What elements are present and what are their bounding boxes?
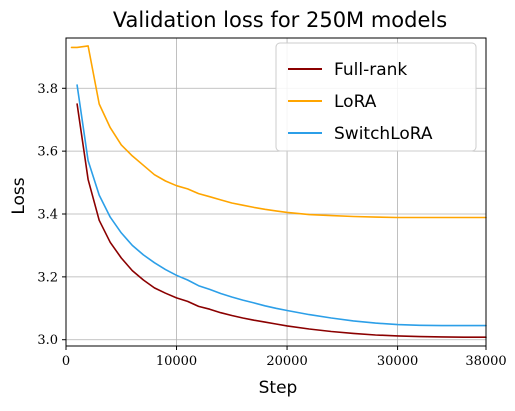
y-axis-ticks: 3.0 3.2 3.4 3.6 3.8 [37,82,66,348]
y-tick-label: 3.8 [37,82,58,97]
x-tick-label: 30000 [377,354,418,369]
legend-label-full-rank: Full-rank [334,60,407,80]
series-line-switchlora [76,84,487,327]
legend: Full-rank LoRA SwitchLoRA [275,42,477,152]
series-line-full-rank [76,103,487,339]
chart-title: Validation loss for 250M models [113,8,447,32]
legend-box [275,42,477,152]
series-lines [70,45,487,339]
plot-frame [65,37,487,347]
x-tick-label: 0 [62,354,70,369]
x-tick-label: 20000 [266,354,307,369]
y-axis-label: Loss [9,177,29,214]
y-tick-label: 3.2 [37,270,58,285]
x-tick-label: 10000 [156,354,197,369]
y-tick-label: 3.6 [37,145,58,160]
x-axis-ticks: 0 10000 20000 30000 38000 [62,346,507,369]
y-tick-label: 3.4 [37,208,58,223]
series-line-lora [70,45,487,219]
legend-label-lora: LoRA [334,92,377,112]
x-axis-label: Step [259,378,298,398]
legend-label-switchlora: SwitchLoRA [334,124,433,144]
x-tick-label: 38000 [465,354,506,369]
y-tick-label: 3.0 [37,333,58,348]
